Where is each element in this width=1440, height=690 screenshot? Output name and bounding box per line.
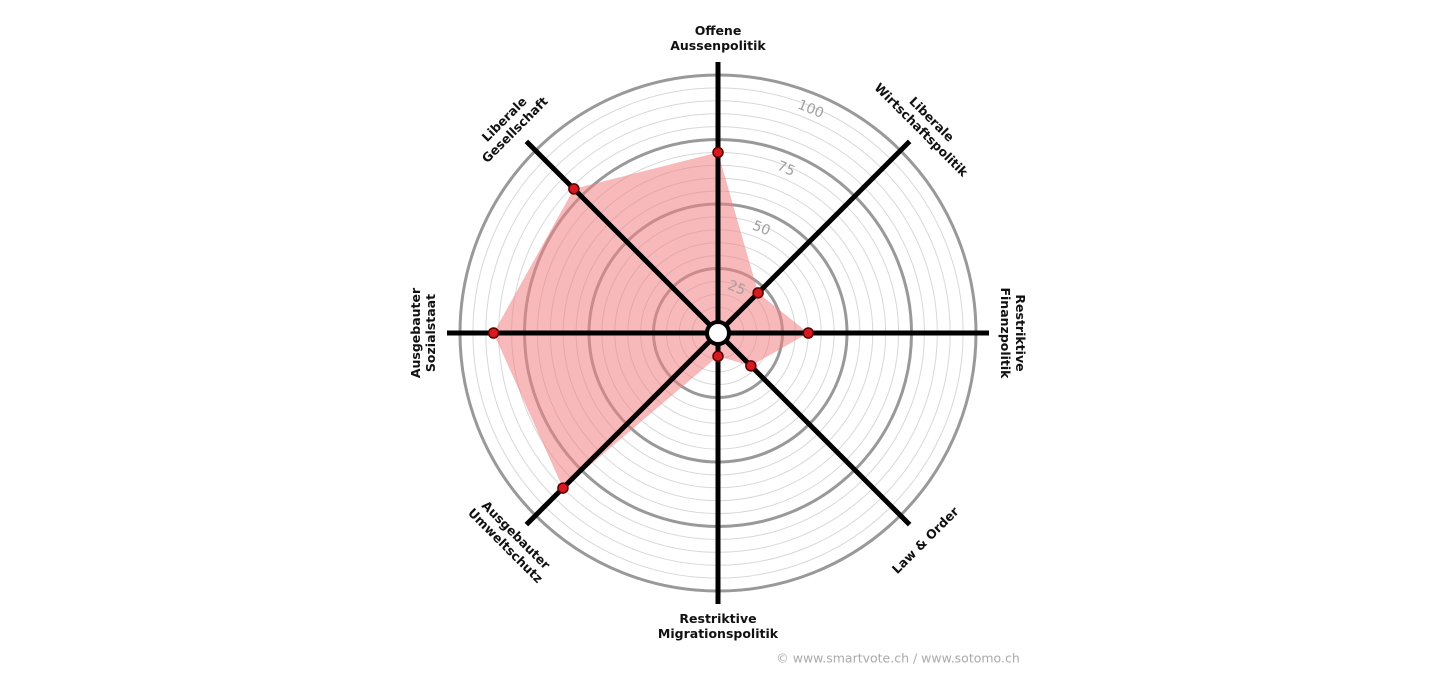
axis-label-line: Restriktive: [679, 611, 756, 626]
source: © www.smartvote.ch / www.sotomo.ch: [776, 651, 1020, 666]
axis-label-line: Offene: [695, 23, 742, 38]
axis-line: [716, 331, 912, 527]
axis-label-line: Finanzpolitik: [998, 287, 1013, 379]
data-point: [557, 482, 569, 494]
tick-label: 75: [775, 158, 798, 180]
data-point: [802, 327, 815, 339]
axis-label-line: Aussenpolitik: [670, 38, 766, 53]
tick-label: 50: [750, 218, 773, 240]
center-hole: [705, 320, 731, 346]
data-point: [568, 183, 580, 195]
tick-label: 100: [795, 97, 826, 122]
axis-line: [716, 139, 912, 335]
data-area: [493, 152, 809, 489]
data-point: [487, 327, 500, 339]
axis-label-line: Migrationspolitik: [658, 626, 779, 641]
axis-line: [524, 139, 720, 335]
data-point: [712, 350, 724, 362]
data-point: [752, 287, 764, 299]
axis-label: Ausgebauter Sozialstaat: [408, 287, 438, 378]
axis-label-line: Sozialstaat: [423, 294, 438, 372]
axis-line: [524, 331, 720, 527]
axis-label-line: Ausgebauter: [408, 287, 423, 378]
data-point: [712, 146, 724, 159]
tick-label: 25: [725, 277, 748, 299]
data-point: [745, 360, 757, 372]
axis-label-line: Restriktive: [1013, 294, 1028, 371]
